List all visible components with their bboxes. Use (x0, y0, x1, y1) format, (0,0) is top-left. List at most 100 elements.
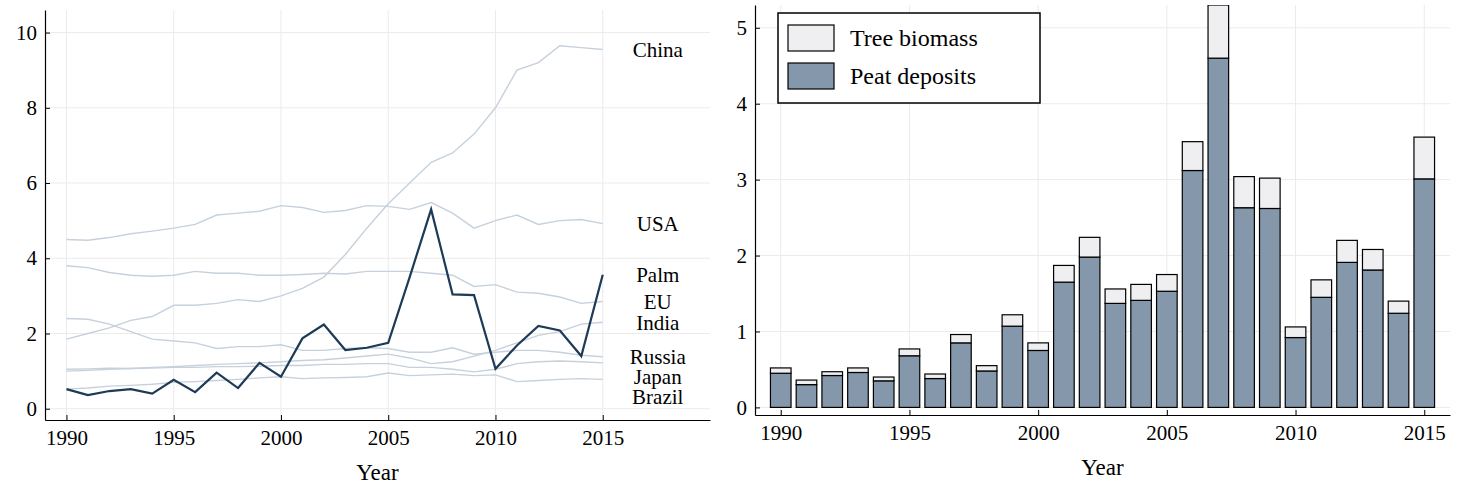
tick-label: 2 (27, 322, 38, 346)
bar (1131, 284, 1152, 300)
tick: 8 (27, 96, 51, 120)
bar (770, 373, 791, 407)
tick: 2 (737, 244, 761, 268)
tick: 0 (27, 397, 51, 421)
tick-label: 4 (737, 92, 748, 116)
grid-line-x (66, 10, 67, 420)
tick-label: 1990 (760, 421, 802, 445)
tick-mark (66, 415, 67, 420)
tick: 10 (16, 21, 50, 45)
tick-label: 0 (27, 397, 38, 421)
bar (1234, 177, 1255, 208)
bar (951, 335, 972, 343)
tick-mark (281, 415, 282, 420)
tick-mark (755, 180, 760, 181)
bar (976, 366, 997, 371)
line (66, 209, 602, 395)
legend-swatch (788, 25, 834, 51)
grid-line-x (173, 10, 174, 420)
tick-mark (1424, 410, 1425, 415)
grid-line-y (45, 258, 710, 259)
tick-label: 2010 (1275, 421, 1317, 445)
line (66, 373, 602, 389)
figure: 1990 1995 2000 2005 2010 2015 0 2 4 6 8 10 Year China… (0, 0, 1458, 491)
tick-mark (1296, 410, 1297, 415)
bar (1054, 265, 1075, 282)
tick-mark (909, 410, 910, 415)
bar (951, 343, 972, 408)
tick-mark (45, 333, 50, 334)
bar (976, 371, 997, 407)
tick: 1990 (760, 410, 802, 445)
bar (1131, 300, 1152, 407)
legend-label: Tree biomass (850, 25, 978, 51)
bar (770, 368, 791, 373)
tick-label: 2005 (368, 426, 410, 450)
plot-area (66, 46, 602, 395)
tick: 1990 (46, 415, 88, 450)
tick-label: 4 (27, 246, 38, 270)
bar (848, 368, 869, 373)
tick-label: 10 (16, 21, 37, 45)
tick: 2010 (475, 415, 517, 450)
bar (1260, 178, 1281, 208)
tick-label: 1995 (889, 421, 931, 445)
tick-label: 2015 (582, 426, 624, 450)
bar (1285, 338, 1306, 408)
tick: 2010 (1275, 410, 1317, 445)
bar (1157, 291, 1178, 407)
tick-mark (495, 415, 496, 420)
x-axis: 1990 1995 2000 2005 2010 2015 (46, 415, 711, 450)
line (66, 46, 602, 339)
legend-swatch (788, 63, 834, 89)
bar (1105, 289, 1126, 303)
tick-label: 2 (737, 244, 748, 268)
tick-label: 2005 (1146, 421, 1188, 445)
bar (899, 356, 920, 408)
bar (1285, 327, 1306, 338)
bar (1002, 326, 1023, 407)
tick-label: 1990 (46, 426, 88, 450)
bar (1311, 297, 1332, 407)
x-axis-title: Year (1081, 455, 1124, 480)
tick: 1995 (153, 415, 195, 450)
tick-mark (755, 28, 760, 29)
tick-label: 6 (27, 171, 38, 195)
tick: 2000 (260, 415, 302, 450)
tick: 4 (27, 246, 51, 270)
bar (1388, 313, 1409, 407)
bar (1362, 249, 1383, 270)
bar (796, 385, 817, 408)
series-label: China (633, 38, 684, 62)
grid-line-y (755, 179, 1450, 180)
tick: 3 (737, 168, 761, 192)
bar (1337, 240, 1358, 262)
bar (1208, 58, 1229, 407)
tick-mark (755, 256, 760, 257)
tick: 2015 (1404, 410, 1446, 445)
tick-mark (45, 183, 50, 184)
grid-line-y (45, 32, 710, 33)
series-label: Brazil (632, 385, 683, 409)
y-axis: 0 2 4 6 8 10 (16, 11, 50, 421)
chart-bar: 199019952000200520102015012345YearTree b… (737, 5, 1451, 480)
tick-label: 2000 (1018, 421, 1060, 445)
bar (822, 376, 843, 408)
bar (1182, 171, 1203, 408)
tick: 6 (27, 171, 51, 195)
bar (873, 377, 894, 381)
tick: 2015 (582, 415, 624, 450)
chart-line: 1990199520002005201020150246810YearChina… (16, 10, 711, 485)
tick-mark (1038, 410, 1039, 415)
tick: 2000 (1018, 410, 1060, 445)
bar (1054, 282, 1075, 407)
bar (1157, 275, 1178, 292)
grid-line-x (388, 10, 389, 420)
axis-line (46, 420, 711, 421)
tick: 1995 (889, 410, 931, 445)
axis-line (45, 11, 46, 421)
tick-mark (1167, 410, 1168, 415)
legend-label: Peat deposits (850, 63, 976, 89)
bar (1002, 315, 1023, 326)
tick-mark (45, 409, 50, 410)
